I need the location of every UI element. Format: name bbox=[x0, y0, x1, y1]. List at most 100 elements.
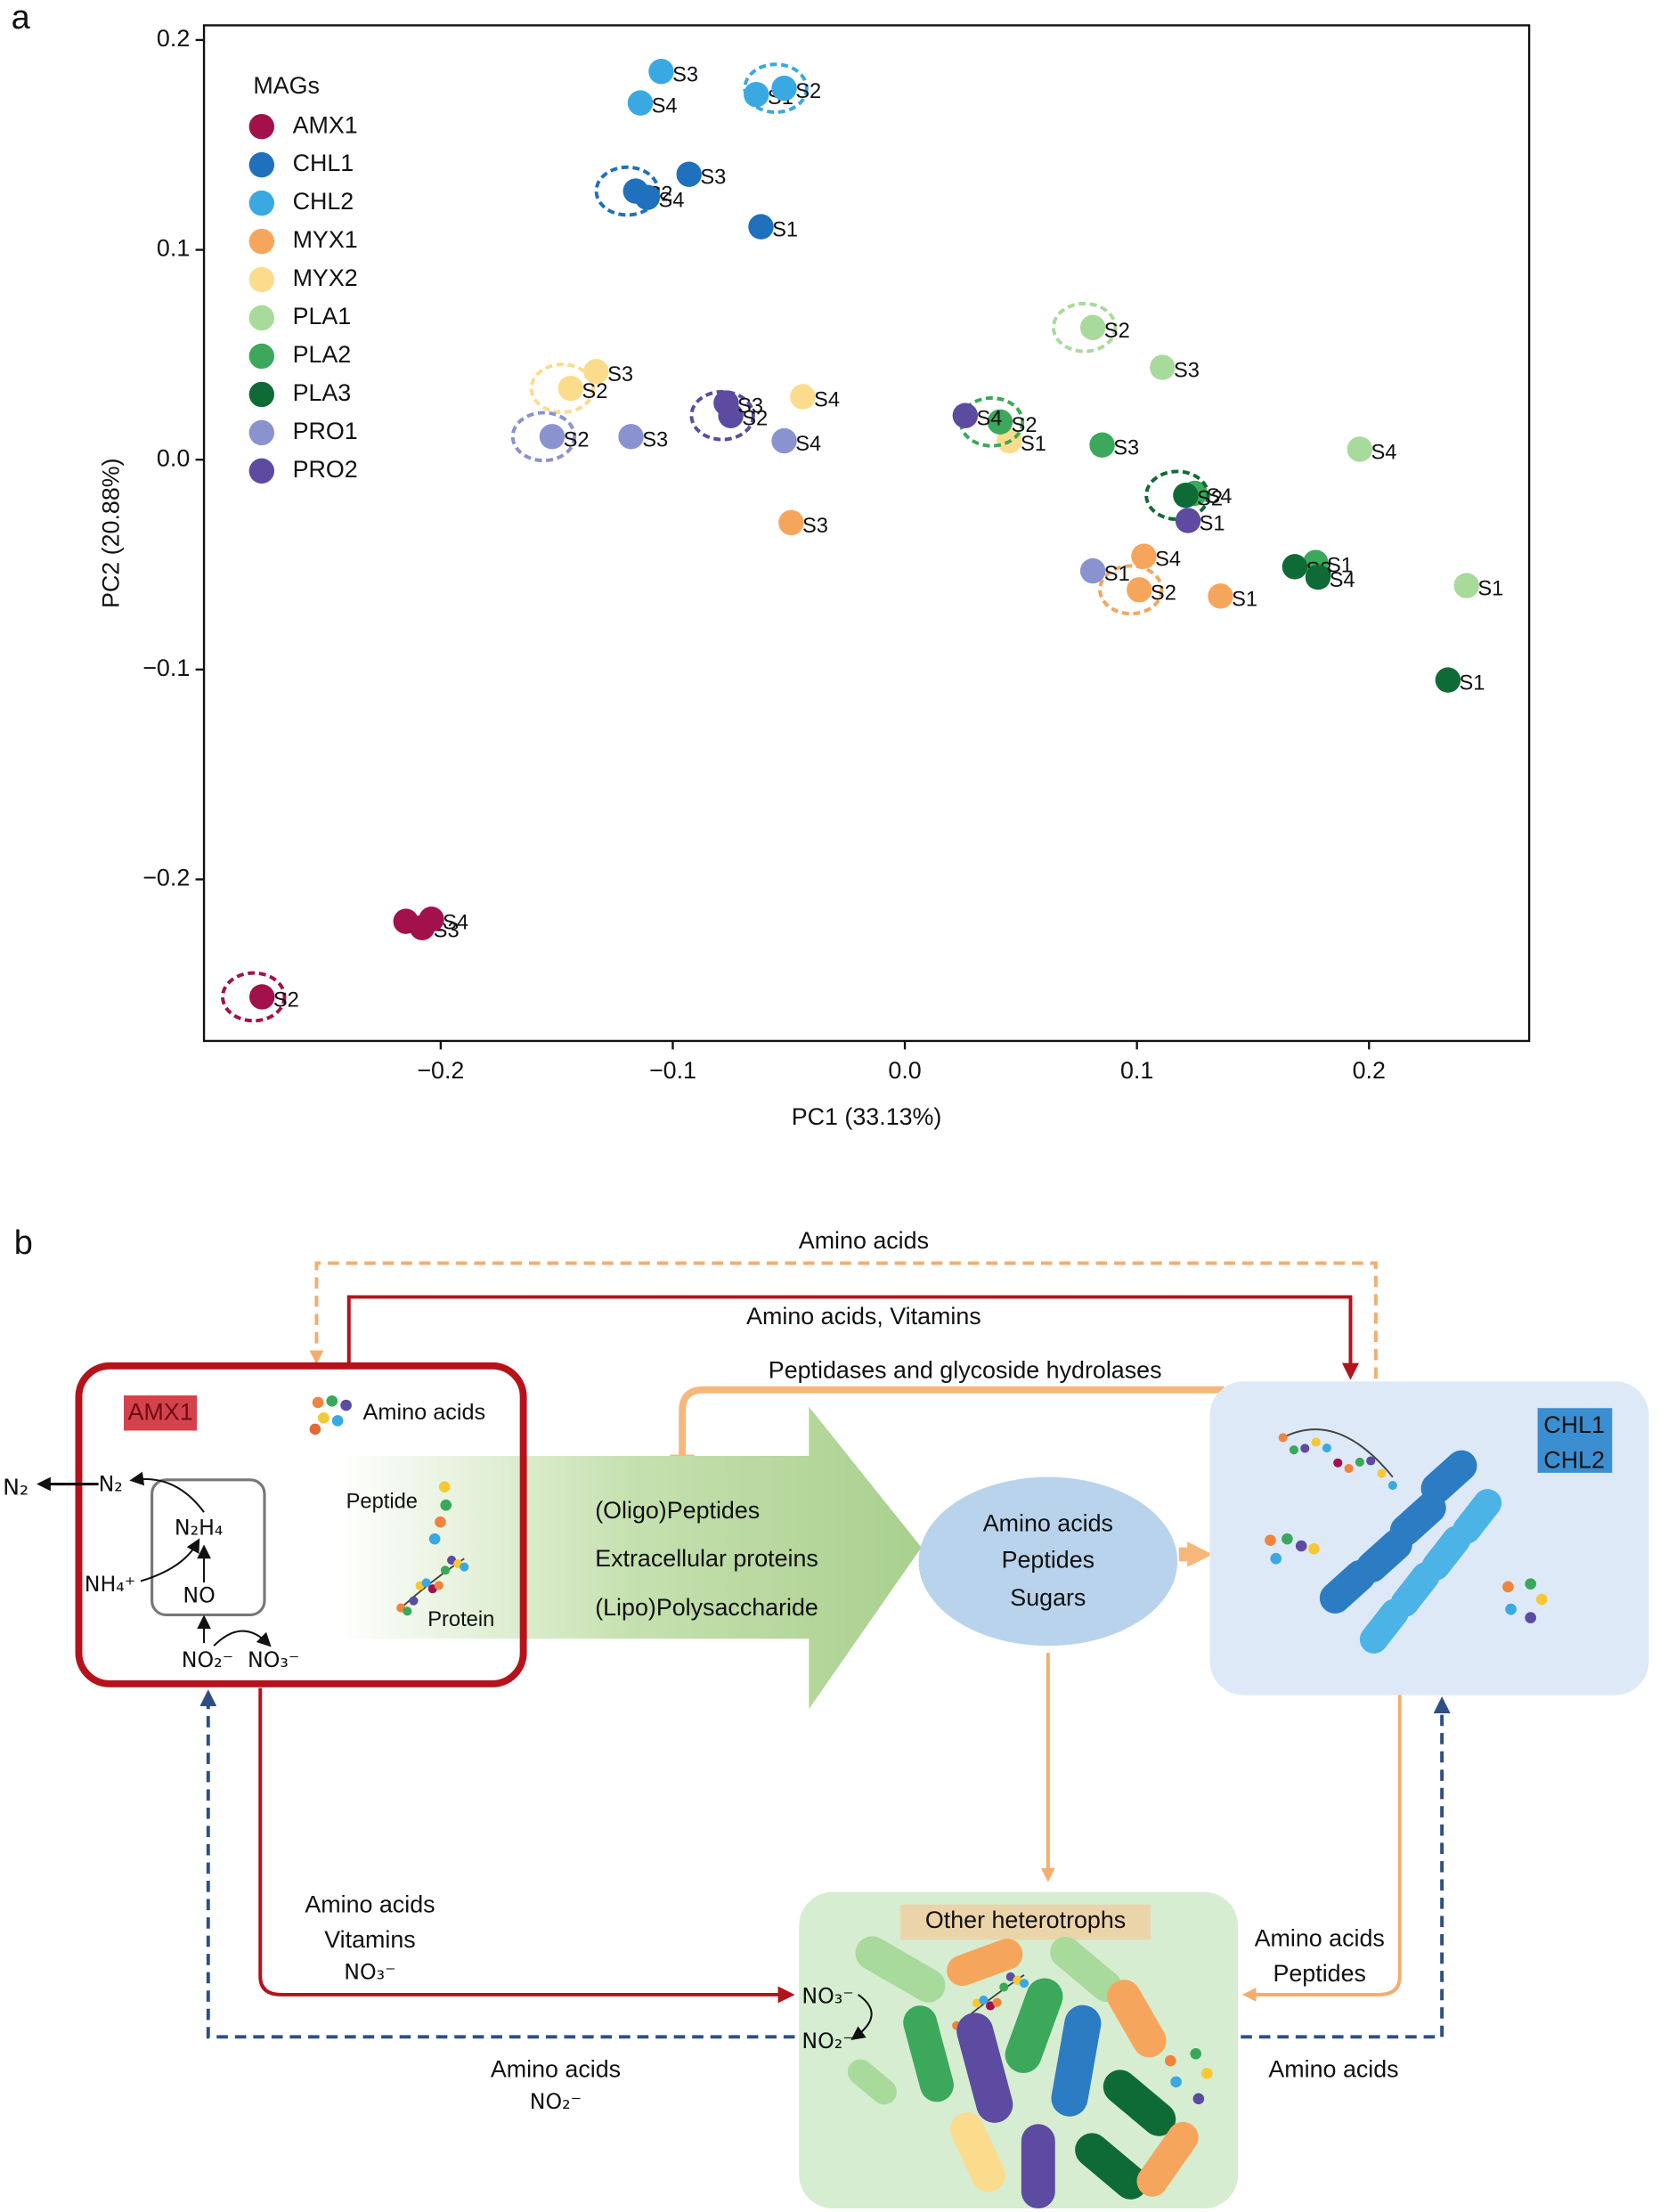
label-bg bbox=[899, 1904, 1151, 1940]
chem-label: N₂ bbox=[99, 1472, 123, 1497]
pool-label: Sugars bbox=[1010, 1584, 1086, 1611]
legend-swatch bbox=[248, 266, 275, 293]
flow-label: Peptidases and glycoside hydrolases bbox=[769, 1356, 1162, 1383]
legend-label: MYX1 bbox=[293, 226, 358, 253]
highlight-ring bbox=[529, 362, 596, 414]
box-label: CHL2 bbox=[1543, 1446, 1605, 1473]
legend-title: MAGs bbox=[253, 72, 320, 99]
residue bbox=[1278, 1433, 1288, 1443]
molecule bbox=[1164, 2054, 1176, 2067]
residue bbox=[1311, 1437, 1321, 1447]
highlight-ring bbox=[1051, 301, 1118, 354]
point-label: S2 bbox=[795, 80, 821, 103]
amx1-box bbox=[75, 1362, 527, 1687]
flow-arrow bbox=[258, 1687, 795, 2004]
cell-rod bbox=[903, 2005, 954, 2102]
item-label: Peptide bbox=[346, 1490, 418, 1513]
export-arrow bbox=[338, 1406, 922, 1710]
export-label: (Lipo)Polysaccharide bbox=[595, 1594, 818, 1621]
cell-rod bbox=[855, 1936, 946, 2003]
point-label: S1 bbox=[1460, 672, 1485, 695]
residue bbox=[434, 1581, 443, 1590]
box-label: AMX1 bbox=[128, 1399, 193, 1426]
residue bbox=[986, 2001, 996, 2011]
plot-frame bbox=[202, 24, 1531, 1043]
legend-label: CHL2 bbox=[293, 188, 354, 215]
molecule bbox=[326, 1395, 338, 1407]
residue bbox=[403, 1606, 412, 1616]
cell-rod bbox=[1075, 2133, 1148, 2200]
highlight-ring bbox=[221, 971, 287, 1023]
cell-rod bbox=[1107, 1980, 1167, 2058]
point bbox=[583, 359, 609, 385]
point-label: S2 bbox=[1012, 414, 1038, 437]
point bbox=[778, 509, 804, 536]
point-label: S3 bbox=[700, 167, 726, 190]
panel-label: a bbox=[12, 0, 31, 37]
point bbox=[1127, 577, 1152, 603]
molecule bbox=[1505, 1603, 1517, 1615]
flow-label: NO₃⁻ bbox=[344, 1960, 395, 1985]
molecule bbox=[340, 1399, 352, 1411]
molecule bbox=[1525, 1612, 1536, 1623]
point bbox=[648, 59, 674, 85]
chem-label: NO₂⁻ bbox=[802, 2029, 853, 2053]
residue bbox=[1005, 1972, 1015, 1981]
cell-rod bbox=[956, 2013, 1013, 2123]
molecule bbox=[1201, 2068, 1213, 2079]
point-label: S3 bbox=[642, 428, 668, 451]
point bbox=[676, 161, 702, 187]
point-label: S2 bbox=[564, 428, 590, 451]
molecule bbox=[1502, 1581, 1514, 1593]
cell-rod bbox=[1359, 1598, 1409, 1654]
point bbox=[557, 375, 584, 402]
residue bbox=[1289, 1445, 1299, 1455]
point-label: S4 bbox=[1371, 441, 1396, 464]
legend-label: PLA2 bbox=[293, 341, 352, 368]
chem-label: NH₄⁺ bbox=[85, 1572, 136, 1597]
residue bbox=[1366, 1456, 1376, 1466]
point-label: S4 bbox=[1330, 569, 1355, 592]
point bbox=[713, 390, 739, 416]
point-label: S3 bbox=[672, 63, 698, 86]
point-label: S1 bbox=[1477, 578, 1503, 601]
residue bbox=[460, 1562, 469, 1572]
molecule bbox=[1295, 1540, 1307, 1552]
flow-label: Amino acids, Vitamins bbox=[746, 1303, 981, 1330]
point-label: S1 bbox=[1327, 555, 1353, 578]
molecule bbox=[1282, 1533, 1293, 1545]
point bbox=[1150, 354, 1176, 380]
flow-label: Amino acids bbox=[1268, 2055, 1398, 2082]
chem-label: N₂ bbox=[3, 1474, 28, 1500]
flow-arrow bbox=[346, 1295, 1359, 1380]
chem-label: NO₃⁻ bbox=[802, 1984, 853, 2009]
molecule bbox=[312, 1396, 324, 1409]
cell-rod bbox=[1319, 1559, 1376, 1614]
box-label: Other heterotrophs bbox=[925, 1907, 1126, 1933]
highlight-ring bbox=[743, 62, 809, 114]
residue bbox=[1344, 1463, 1354, 1474]
residue bbox=[1322, 1443, 1331, 1453]
residue bbox=[972, 1998, 981, 2008]
point bbox=[1173, 483, 1199, 508]
cell-rod bbox=[1136, 2121, 1199, 2197]
highlight-ring bbox=[510, 411, 577, 463]
flow-arrow bbox=[1241, 1696, 1451, 2039]
y-tick-label: 0.0 bbox=[157, 444, 190, 471]
residue bbox=[440, 1565, 451, 1575]
point-label: S3 bbox=[802, 515, 828, 538]
flow-label: Amino acids bbox=[1255, 1924, 1385, 1951]
legend-label: PLA1 bbox=[293, 303, 352, 329]
point-label: S4 bbox=[1155, 549, 1181, 572]
point bbox=[1435, 667, 1461, 693]
point bbox=[771, 75, 797, 102]
flow-arrow bbox=[1241, 1695, 1402, 2002]
legend-swatch bbox=[248, 381, 275, 408]
cell-rod bbox=[1005, 1978, 1063, 2073]
point bbox=[771, 427, 797, 454]
legend-swatch bbox=[248, 458, 275, 484]
molecule bbox=[318, 1411, 330, 1424]
residue bbox=[421, 1578, 431, 1588]
flow-label: Vitamins bbox=[324, 1926, 415, 1953]
